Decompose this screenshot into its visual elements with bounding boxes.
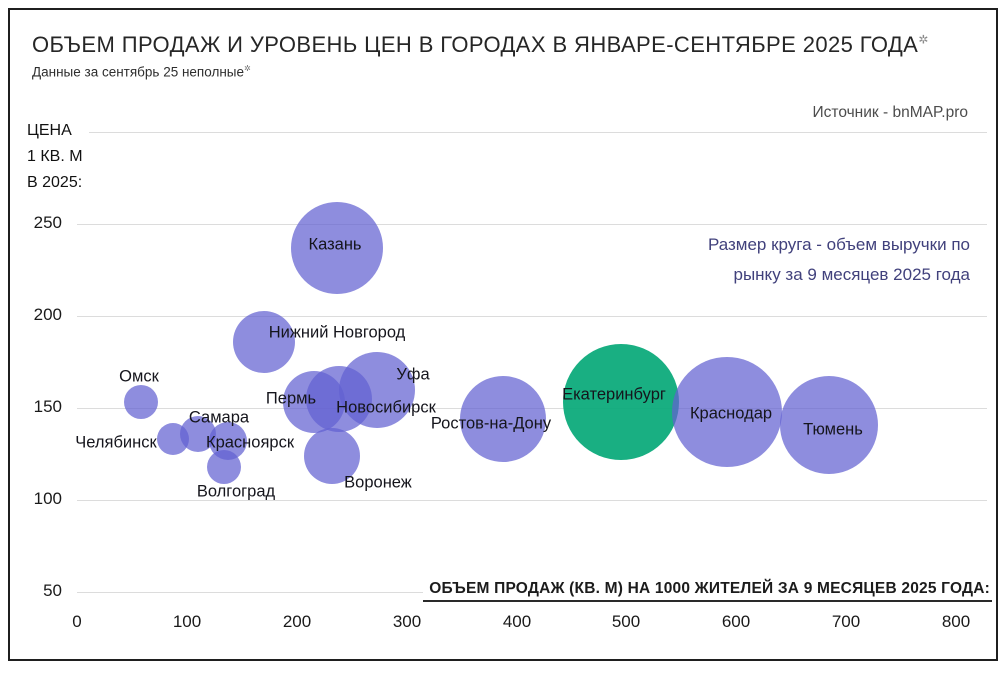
bubble-label-Тюмень: Тюмень: [803, 420, 863, 439]
bubble-Омск: [124, 385, 158, 419]
bubble-label-Казань: Казань: [308, 235, 362, 254]
y-axis-title-line: В 2025:: [27, 174, 83, 191]
gridline: [77, 132, 987, 133]
bubble-Тюмень: [780, 376, 878, 474]
bubble-Уфа: [339, 352, 415, 428]
bubble-Казань: [291, 202, 383, 294]
bubble-Воронеж: [304, 428, 360, 484]
chart-frame: ОБЪЕМ ПРОДАЖ И УРОВЕНЬ ЦЕН В ГОРОДАХ В Я…: [8, 8, 998, 661]
legend-line: Размер круга - объем выручки по: [707, 235, 970, 254]
gridline: [77, 224, 987, 225]
bubble-label-Краснодар: Краснодар: [689, 404, 773, 423]
bubble-label-Воронеж: Воронеж: [344, 473, 412, 492]
y-axis-title: ЦЕНА 1 КВ. М В 2025:: [27, 118, 89, 196]
y-axis-tick-label: 100: [33, 489, 62, 508]
legend-line: рынку за 9 месяцев 2025 года: [733, 265, 971, 284]
footnote-asterisk-icon: ✲: [918, 32, 929, 47]
bubble-label-Красноярск: Красноярск: [205, 433, 295, 452]
bubble-label-Ростов-на-Дону: Ростов-на-Дону: [430, 414, 552, 433]
x-axis-tick-label: 100: [172, 612, 202, 631]
x-axis-tick-label: 800: [941, 612, 971, 631]
x-axis-title: ОБЪЕМ ПРОДАЖ (КВ. М) НА 1000 ЖИТЕЛЕЙ ЗА …: [423, 580, 992, 602]
bubble-Волгоград: [207, 450, 241, 484]
x-axis-tick-label: 500: [611, 612, 641, 631]
y-axis-title-line: 1 КВ. М: [27, 148, 83, 165]
bubble-label-Челябинск: Челябинск: [75, 433, 157, 452]
footnote-asterisk-icon: ✲: [244, 64, 251, 73]
x-axis-tick-label: 300: [392, 612, 422, 631]
x-axis-tick-label: 600: [721, 612, 751, 631]
bubble-Ростов-на-Дону: [460, 376, 546, 462]
y-axis-title-line: ЦЕНА: [27, 122, 72, 139]
bubble-label-Новосибирск: Новосибирск: [336, 398, 436, 417]
bubble-label-Волгоград: Волгоград: [196, 482, 276, 501]
chart-title: ОБЪЕМ ПРОДАЖ И УРОВЕНЬ ЦЕН В ГОРОДАХ В Я…: [32, 32, 992, 58]
x-axis-tick-label: 200: [282, 612, 312, 631]
gridline: [77, 500, 987, 501]
bubble-label-Нижний Новгород: Нижний Новгород: [268, 323, 406, 342]
bubble-Екатеринбург: [563, 344, 679, 460]
y-axis-tick-label: 150: [33, 397, 62, 416]
x-axis-tick-label: 0: [72, 612, 82, 631]
bubble-label-Екатеринбург: Екатеринбург: [562, 385, 666, 404]
bubble-size-legend: Размер круга - объем выручки по рынку за…: [708, 230, 970, 290]
chart-subtitle: Данные за сентябрь 25 неполные✲: [32, 64, 251, 80]
chart-title-text: ОБЪЕМ ПРОДАЖ И УРОВЕНЬ ЦЕН В ГОРОДАХ В Я…: [32, 32, 919, 57]
bubble-label-Омск: Омск: [119, 367, 159, 386]
source-note: Источник - bnMAP.pro: [812, 104, 968, 121]
x-axis-tick-label: 400: [502, 612, 532, 631]
y-axis-tick-label: 200: [33, 305, 62, 324]
bubble-label-Самара: Самара: [188, 408, 250, 427]
chart-subtitle-text: Данные за сентябрь 25 неполные: [32, 64, 244, 80]
y-axis-tick-label: 50: [43, 581, 62, 600]
bubble-Нижний Новгород: [233, 311, 295, 373]
bubble-Краснодар: [672, 357, 782, 467]
gridline: [77, 316, 987, 317]
y-axis-tick-label: 250: [33, 213, 62, 232]
bubble-label-Уфа: Уфа: [396, 365, 430, 384]
x-axis-tick-label: 700: [831, 612, 861, 631]
bubble-label-Пермь: Пермь: [265, 389, 317, 408]
